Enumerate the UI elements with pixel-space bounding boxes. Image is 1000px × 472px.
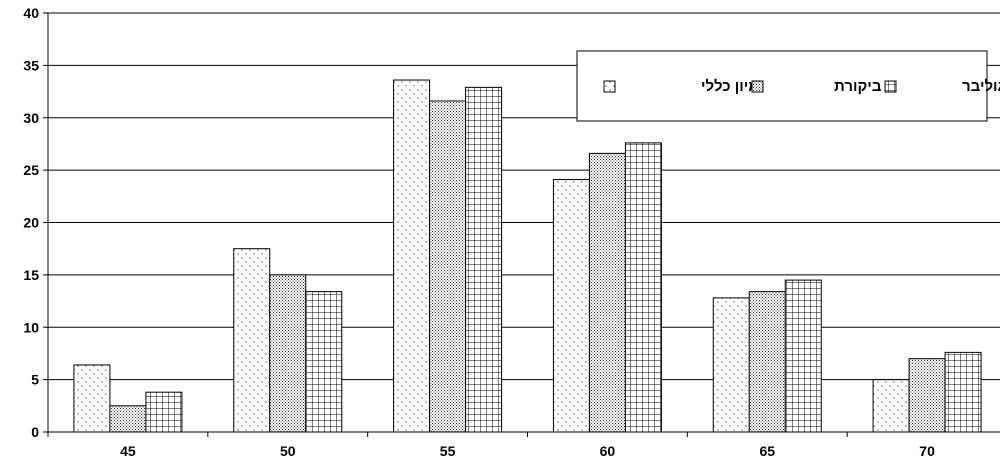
- bar: [588, 152, 626, 433]
- legend-label: ביקורת: [834, 78, 882, 95]
- legend-swatch: [884, 80, 897, 93]
- bar: [269, 274, 307, 433]
- bar: [429, 100, 467, 433]
- legend-label: מיון כללי: [701, 78, 759, 95]
- bar: [233, 248, 271, 433]
- bar: [305, 291, 343, 433]
- x-tick-label: 65: [759, 443, 775, 459]
- bar: [624, 142, 662, 433]
- x-tick-labels: 45 50 55 60 65 70: [120, 443, 935, 459]
- bar: [712, 297, 750, 433]
- bar: [393, 79, 431, 433]
- y-tick-label: 0: [31, 424, 39, 440]
- legend-swatch: [603, 80, 616, 93]
- bar: [73, 364, 111, 433]
- axes: [43, 12, 1000, 437]
- bar: [872, 379, 910, 433]
- bar: [465, 86, 503, 433]
- y-tick-labels: 0 5 10 15 20 25 30 35 40: [23, 5, 39, 440]
- legend: מיון כללי ביקורת גוליבר: [576, 50, 1000, 122]
- legend-swatch: [751, 80, 764, 93]
- x-tick-label: 60: [600, 443, 616, 459]
- y-tick-label: 10: [23, 319, 39, 335]
- x-tick-label: 55: [440, 443, 456, 459]
- legend-label: גוליבר: [962, 78, 1000, 95]
- gridlines: [48, 12, 1000, 381]
- y-tick-label: 20: [23, 215, 39, 231]
- legend-box: [576, 50, 988, 122]
- bar: [145, 391, 183, 433]
- y-tick-label: 30: [23, 110, 39, 126]
- x-tick-label: 70: [919, 443, 935, 459]
- y-tick-label: 25: [23, 162, 39, 178]
- bars: [73, 79, 982, 433]
- bar: [748, 291, 786, 433]
- bar: [908, 358, 946, 433]
- bar: [109, 405, 147, 433]
- y-tick-label: 35: [23, 57, 39, 73]
- bar: [944, 351, 982, 433]
- bar: [784, 279, 822, 433]
- bar: [552, 179, 590, 433]
- y-tick-label: 40: [23, 5, 39, 21]
- x-tick-label: 45: [120, 443, 136, 459]
- x-tick-label: 50: [280, 443, 296, 459]
- y-tick-label: 15: [23, 267, 39, 283]
- y-tick-label: 5: [31, 372, 39, 388]
